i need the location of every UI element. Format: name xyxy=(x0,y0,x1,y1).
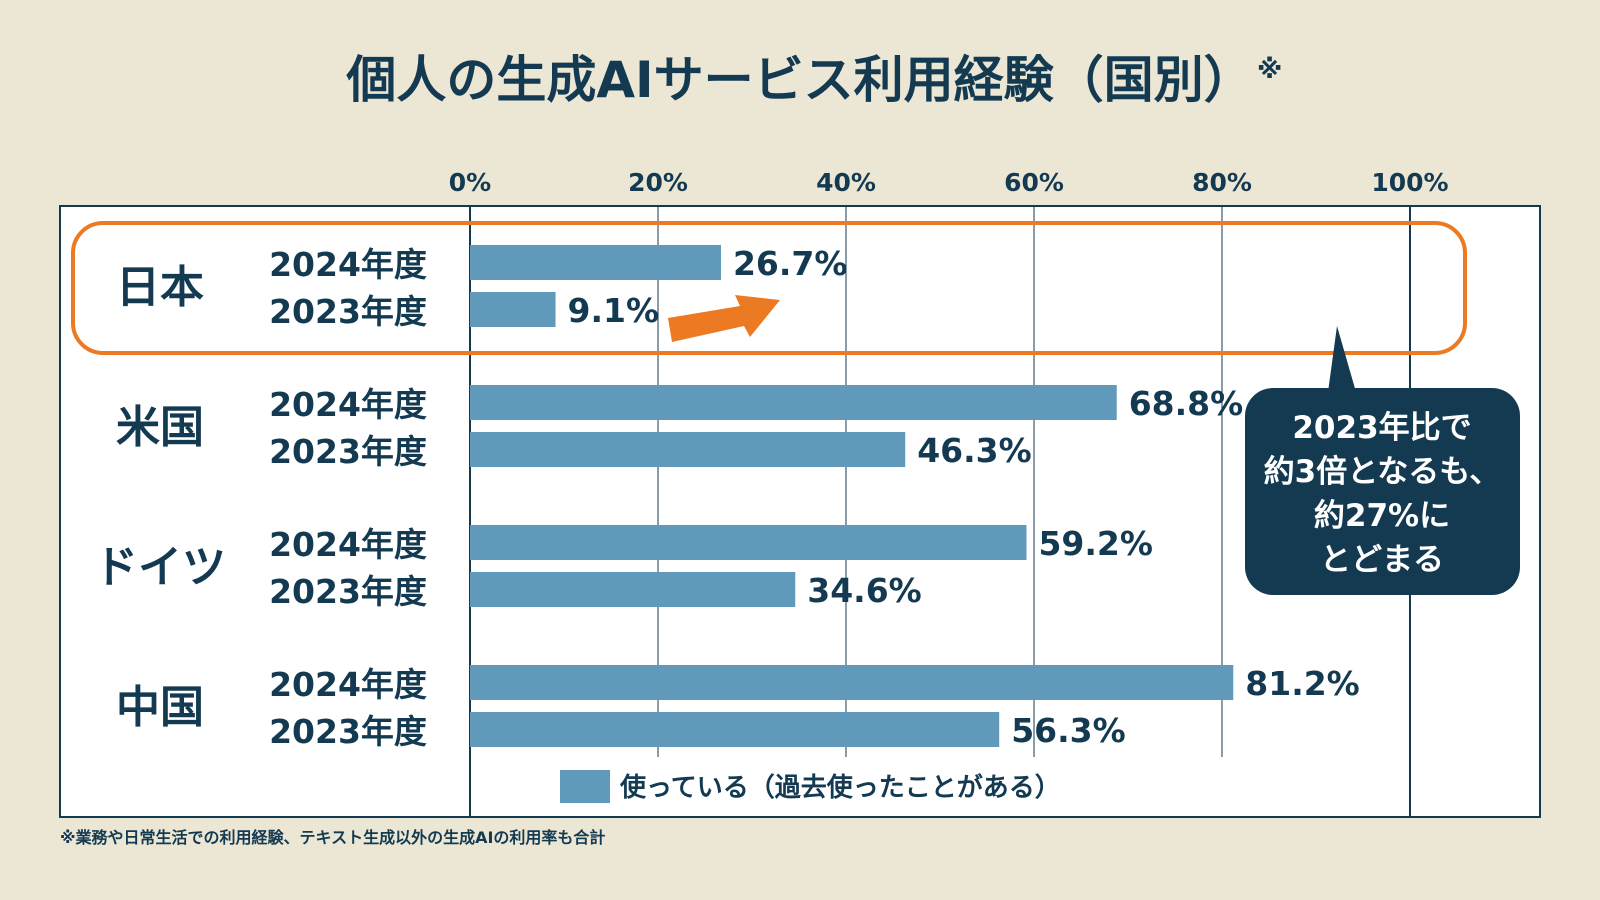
year-label-usa-2023: 2023年度 xyxy=(269,432,427,471)
x-tick-labels: 0% 20% 40% 60% 80% 100% xyxy=(449,168,1449,197)
year-label-china-2023: 2023年度 xyxy=(269,712,427,751)
legend-swatch xyxy=(560,770,610,803)
x-tick-label-20: 20% xyxy=(628,168,688,197)
legend-label: 使っている（過去使ったことがある） xyxy=(619,772,1061,803)
value-label-germany-2023: 34.6% xyxy=(807,571,922,610)
value-label-germany-2024: 59.2% xyxy=(1038,524,1153,563)
value-label-china-2024: 81.2% xyxy=(1245,664,1360,703)
country-label-usa: 米国 xyxy=(116,402,204,453)
country-label-japan: 日本 xyxy=(116,262,204,313)
bar-china-2024 xyxy=(470,665,1234,700)
country-label-china: 中国 xyxy=(116,682,204,733)
legend: 使っている（過去使ったことがある） xyxy=(560,770,1061,803)
value-label-japan-2024: 26.7% xyxy=(733,244,848,283)
x-tick-label-60: 60% xyxy=(1004,168,1064,197)
callout-pointer-icon xyxy=(1328,326,1356,392)
footnote: ※業務や日常生活での利用経験、テキスト生成以外の生成AIの利用率も合計 xyxy=(60,828,605,847)
bar-germany-2024 xyxy=(470,525,1027,560)
callout-box xyxy=(1245,388,1520,595)
value-label-japan-2023: 9.1% xyxy=(568,291,660,330)
bar-usa-2023 xyxy=(470,432,906,467)
value-label-usa-2023: 46.3% xyxy=(917,431,1032,470)
x-tick-label-0: 0% xyxy=(449,168,491,197)
country-label-germany: ドイツ xyxy=(94,542,226,593)
year-label-china-2024: 2024年度 xyxy=(269,665,427,704)
callout-line-4: とどまる xyxy=(1320,542,1444,578)
year-label-germany-2023: 2023年度 xyxy=(269,572,427,611)
bar-china-2023 xyxy=(470,712,1000,747)
bar-usa-2024 xyxy=(470,385,1117,420)
callout: 2023年比で 約3倍となるも、 約27%に とどまる xyxy=(1245,326,1520,595)
callout-line-3: 約27%に xyxy=(1314,498,1450,534)
x-tick-label-80: 80% xyxy=(1192,168,1252,197)
year-label-japan-2024: 2024年度 xyxy=(269,245,427,284)
bar-germany-2023 xyxy=(470,572,796,607)
year-label-japan-2023: 2023年度 xyxy=(269,292,427,331)
bar-japan-2024 xyxy=(470,245,721,280)
callout-line-2: 約3倍となるも、 xyxy=(1264,454,1501,490)
x-tick-label-100: 100% xyxy=(1371,168,1448,197)
japan-highlight-box xyxy=(71,221,1467,355)
value-label-china-2023: 56.3% xyxy=(1011,711,1126,750)
callout-line-1: 2023年比で xyxy=(1292,410,1471,446)
value-label-usa-2024: 68.8% xyxy=(1129,384,1244,423)
chart-title: 個人の生成AIサービス利用経験（国別） xyxy=(345,51,1253,109)
x-tick-label-40: 40% xyxy=(816,168,876,197)
increase-arrow-icon xyxy=(668,295,780,342)
year-label-usa-2024: 2024年度 xyxy=(269,385,427,424)
title-footnote-mark: ※ xyxy=(1257,55,1282,85)
bar-japan-2023 xyxy=(470,292,556,327)
year-label-germany-2024: 2024年度 xyxy=(269,525,427,564)
bars: 26.7% 9.1% 68.8% 46.3% 59.2% 34.6% 81.2% 56.3% xyxy=(470,244,1360,750)
